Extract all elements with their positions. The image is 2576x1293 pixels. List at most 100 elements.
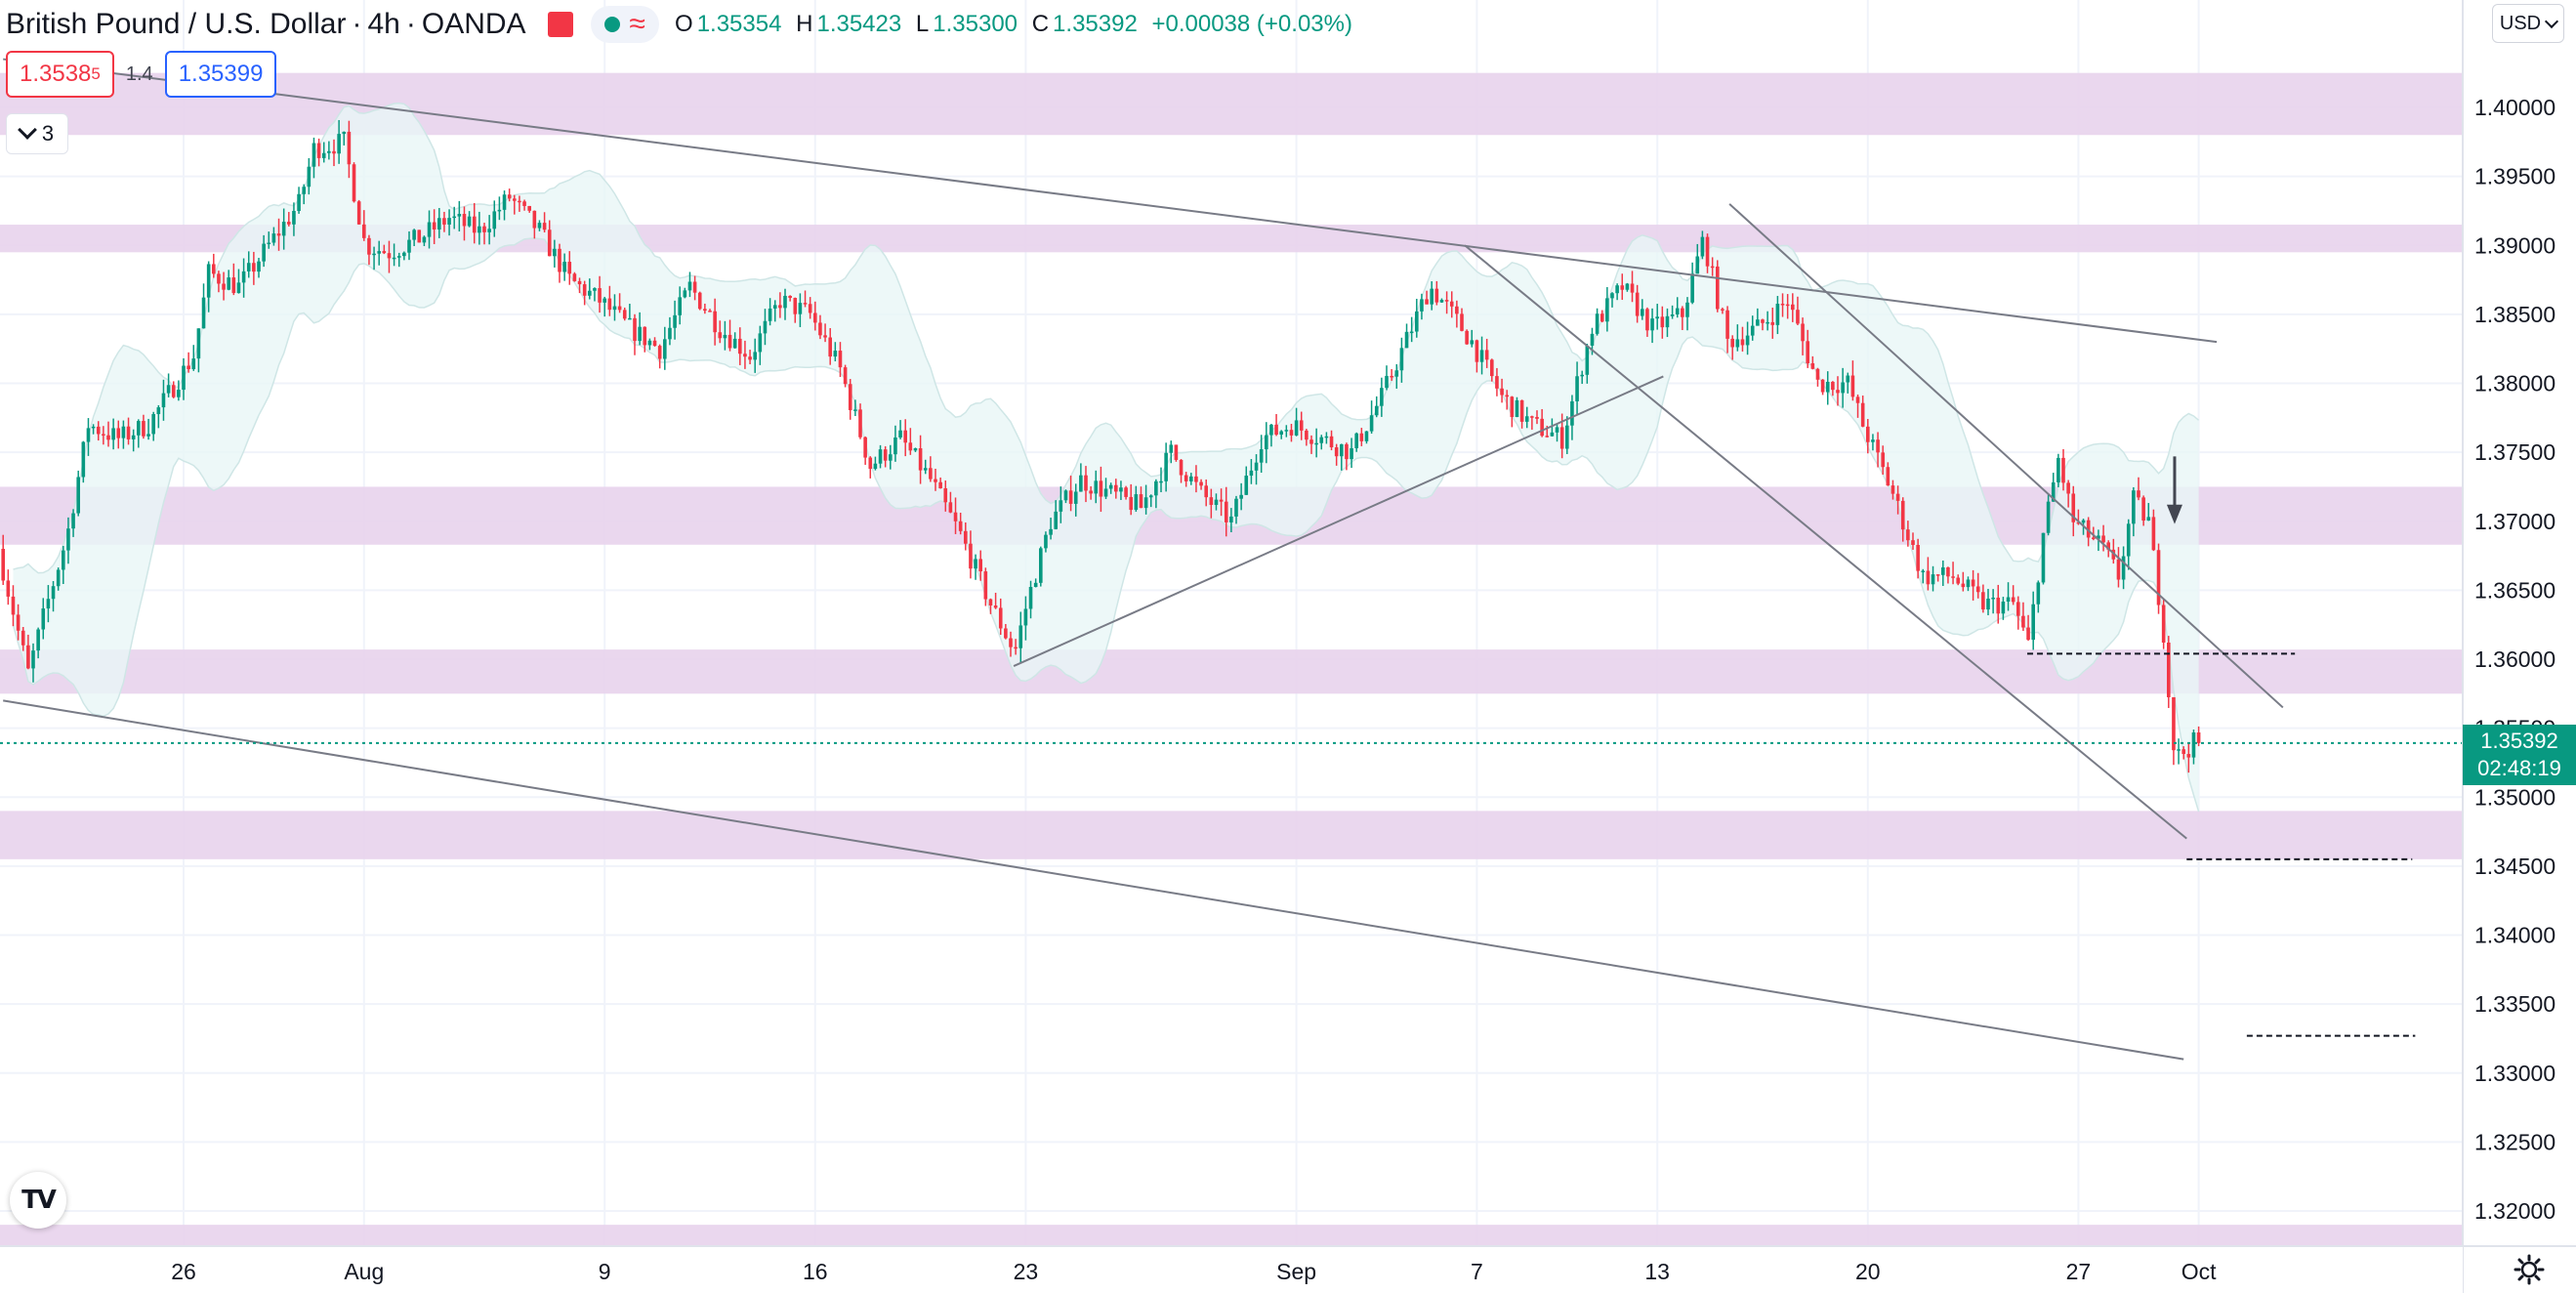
candle[interactable] <box>823 323 827 343</box>
candle[interactable] <box>1319 435 1324 450</box>
candle[interactable] <box>1044 531 1048 553</box>
candle[interactable] <box>236 269 241 294</box>
candle[interactable] <box>342 131 347 146</box>
candle[interactable] <box>1519 399 1524 429</box>
candle[interactable] <box>36 627 40 659</box>
candle[interactable] <box>1670 305 1675 319</box>
candle[interactable] <box>1274 413 1278 437</box>
candle[interactable] <box>1399 337 1404 383</box>
candle[interactable] <box>1265 422 1268 464</box>
candle[interactable] <box>1975 572 1980 599</box>
candle[interactable] <box>1249 459 1254 484</box>
candle[interactable] <box>1159 467 1163 493</box>
candle[interactable] <box>2031 591 2035 650</box>
candle[interactable] <box>1475 339 1479 373</box>
candle[interactable] <box>1374 396 1379 418</box>
candle[interactable] <box>1625 282 1630 292</box>
candle[interactable] <box>2026 614 2030 642</box>
candle[interactable] <box>673 300 677 340</box>
candle[interactable] <box>1425 290 1429 305</box>
candle[interactable] <box>1500 378 1504 403</box>
candle[interactable] <box>312 137 316 179</box>
candle[interactable] <box>1605 287 1609 332</box>
candle[interactable] <box>1139 486 1143 509</box>
candle[interactable] <box>497 196 502 221</box>
candle[interactable] <box>723 320 727 351</box>
candle[interactable] <box>588 278 592 300</box>
candle[interactable] <box>156 404 161 429</box>
candle[interactable] <box>1881 445 1885 476</box>
candle[interactable] <box>978 550 982 581</box>
candle[interactable] <box>1986 589 1990 616</box>
candle[interactable] <box>562 253 566 281</box>
candle[interactable] <box>1700 230 1705 260</box>
candle[interactable] <box>332 139 336 167</box>
candle[interactable] <box>2006 582 2011 611</box>
candle[interactable] <box>1479 336 1484 375</box>
candle[interactable] <box>1981 584 1985 613</box>
gear-icon[interactable] <box>2512 1252 2547 1287</box>
candle[interactable] <box>62 546 65 585</box>
candle[interactable] <box>1404 323 1409 349</box>
candle[interactable] <box>227 270 230 291</box>
candle[interactable] <box>86 418 91 456</box>
candle[interactable] <box>743 340 747 369</box>
candle[interactable] <box>377 240 381 266</box>
candle[interactable] <box>2191 730 2196 765</box>
candle[interactable] <box>2156 543 2161 614</box>
candle[interactable] <box>507 188 512 202</box>
candle[interactable] <box>1550 418 1555 437</box>
candle[interactable] <box>1886 462 1890 486</box>
candle[interactable] <box>1224 486 1228 537</box>
candle[interactable] <box>748 350 752 365</box>
candle[interactable] <box>873 456 878 471</box>
candle[interactable] <box>527 205 531 213</box>
candle[interactable] <box>131 429 136 452</box>
candle[interactable] <box>137 419 141 448</box>
candle[interactable] <box>1665 308 1670 338</box>
candle[interactable] <box>1023 596 1028 641</box>
candle[interactable] <box>1991 589 1995 614</box>
candle[interactable] <box>1620 273 1625 301</box>
candle[interactable] <box>518 195 521 212</box>
candle[interactable] <box>974 554 977 580</box>
candle[interactable] <box>1119 480 1123 500</box>
candle[interactable] <box>367 234 371 266</box>
candle[interactable] <box>1956 574 1960 586</box>
candle[interactable] <box>177 380 181 401</box>
candle[interactable] <box>151 411 155 441</box>
candle[interactable] <box>1685 297 1689 331</box>
candle[interactable] <box>1073 483 1078 517</box>
candle[interactable] <box>1364 431 1369 444</box>
candle[interactable] <box>1430 281 1433 311</box>
candle[interactable] <box>1535 410 1539 425</box>
candle[interactable] <box>116 420 121 449</box>
buy-button[interactable]: 1.35399 <box>164 51 277 98</box>
candle[interactable] <box>853 399 857 417</box>
candle[interactable] <box>1941 560 1945 586</box>
candle[interactable] <box>663 326 667 370</box>
candle[interactable] <box>1484 338 1489 368</box>
candle[interactable] <box>46 585 51 623</box>
candle[interactable] <box>938 477 942 489</box>
candle[interactable] <box>612 294 617 321</box>
candle[interactable] <box>2186 742 2191 773</box>
candle[interactable] <box>1510 396 1515 428</box>
candle[interactable] <box>2016 596 2020 630</box>
candle[interactable] <box>1 534 5 585</box>
candle[interactable] <box>1390 369 1393 381</box>
candle[interactable] <box>316 138 321 167</box>
candle[interactable] <box>638 312 642 346</box>
candle[interactable] <box>1530 415 1534 430</box>
candle[interactable] <box>1299 411 1304 440</box>
candle[interactable] <box>281 208 286 250</box>
candle[interactable] <box>647 338 652 351</box>
candle[interactable] <box>2092 526 2096 541</box>
candle[interactable] <box>1825 371 1830 405</box>
candle[interactable] <box>2046 493 2051 536</box>
candle[interactable] <box>1415 298 1419 338</box>
candle[interactable] <box>1324 432 1329 444</box>
candle[interactable] <box>1345 442 1349 471</box>
candle[interactable] <box>217 271 221 293</box>
candle[interactable] <box>929 456 933 482</box>
